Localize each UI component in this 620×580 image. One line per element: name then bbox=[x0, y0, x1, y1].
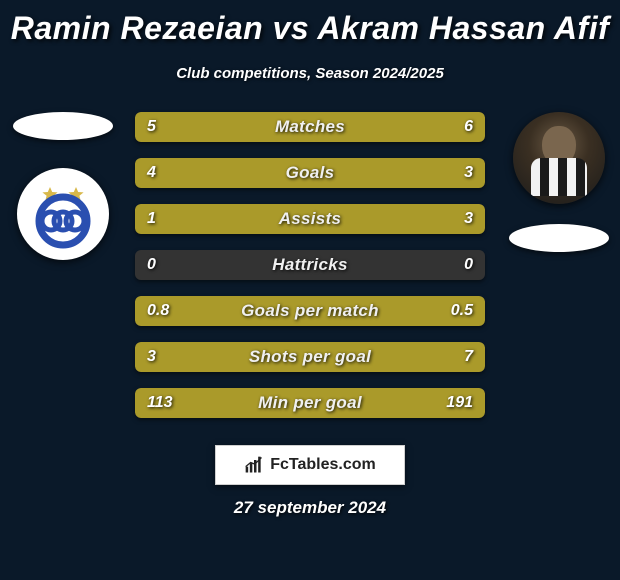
page-title: Ramin Rezaeian vs Akram Hassan Afif bbox=[0, 0, 620, 47]
stat-label: Goals per match bbox=[135, 301, 485, 321]
club-badge-icon bbox=[28, 179, 98, 249]
subtitle: Club competitions, Season 2024/2025 bbox=[0, 65, 620, 82]
stat-row: 113191Min per goal bbox=[135, 388, 485, 418]
stat-label: Goals bbox=[135, 163, 485, 183]
brand-chart-icon bbox=[244, 455, 264, 475]
stat-row: 37Shots per goal bbox=[135, 342, 485, 372]
stat-row: 0.80.5Goals per match bbox=[135, 296, 485, 326]
generation-date: 27 september 2024 bbox=[0, 498, 620, 518]
stat-label: Shots per goal bbox=[135, 347, 485, 367]
left-club-badge bbox=[17, 168, 109, 260]
stat-label: Assists bbox=[135, 209, 485, 229]
right-player-photo bbox=[513, 112, 605, 204]
stat-row: 13Assists bbox=[135, 204, 485, 234]
brand-label: FcTables.com bbox=[270, 456, 376, 474]
stat-label: Hattricks bbox=[135, 255, 485, 275]
stat-row: 43Goals bbox=[135, 158, 485, 188]
stats-bars: 56Matches 43Goals 13Assists 00Hattricks 0.80… bbox=[135, 112, 485, 434]
left-player-column bbox=[8, 112, 118, 260]
left-player-photo-placeholder bbox=[13, 112, 113, 140]
right-club-badge-placeholder bbox=[509, 224, 609, 252]
stat-row: 56Matches bbox=[135, 112, 485, 142]
brand-badge: FcTables.com bbox=[215, 445, 405, 485]
stat-label: Matches bbox=[135, 117, 485, 137]
right-player-column bbox=[504, 112, 614, 252]
stat-row: 00Hattricks bbox=[135, 250, 485, 280]
stat-label: Min per goal bbox=[135, 393, 485, 413]
